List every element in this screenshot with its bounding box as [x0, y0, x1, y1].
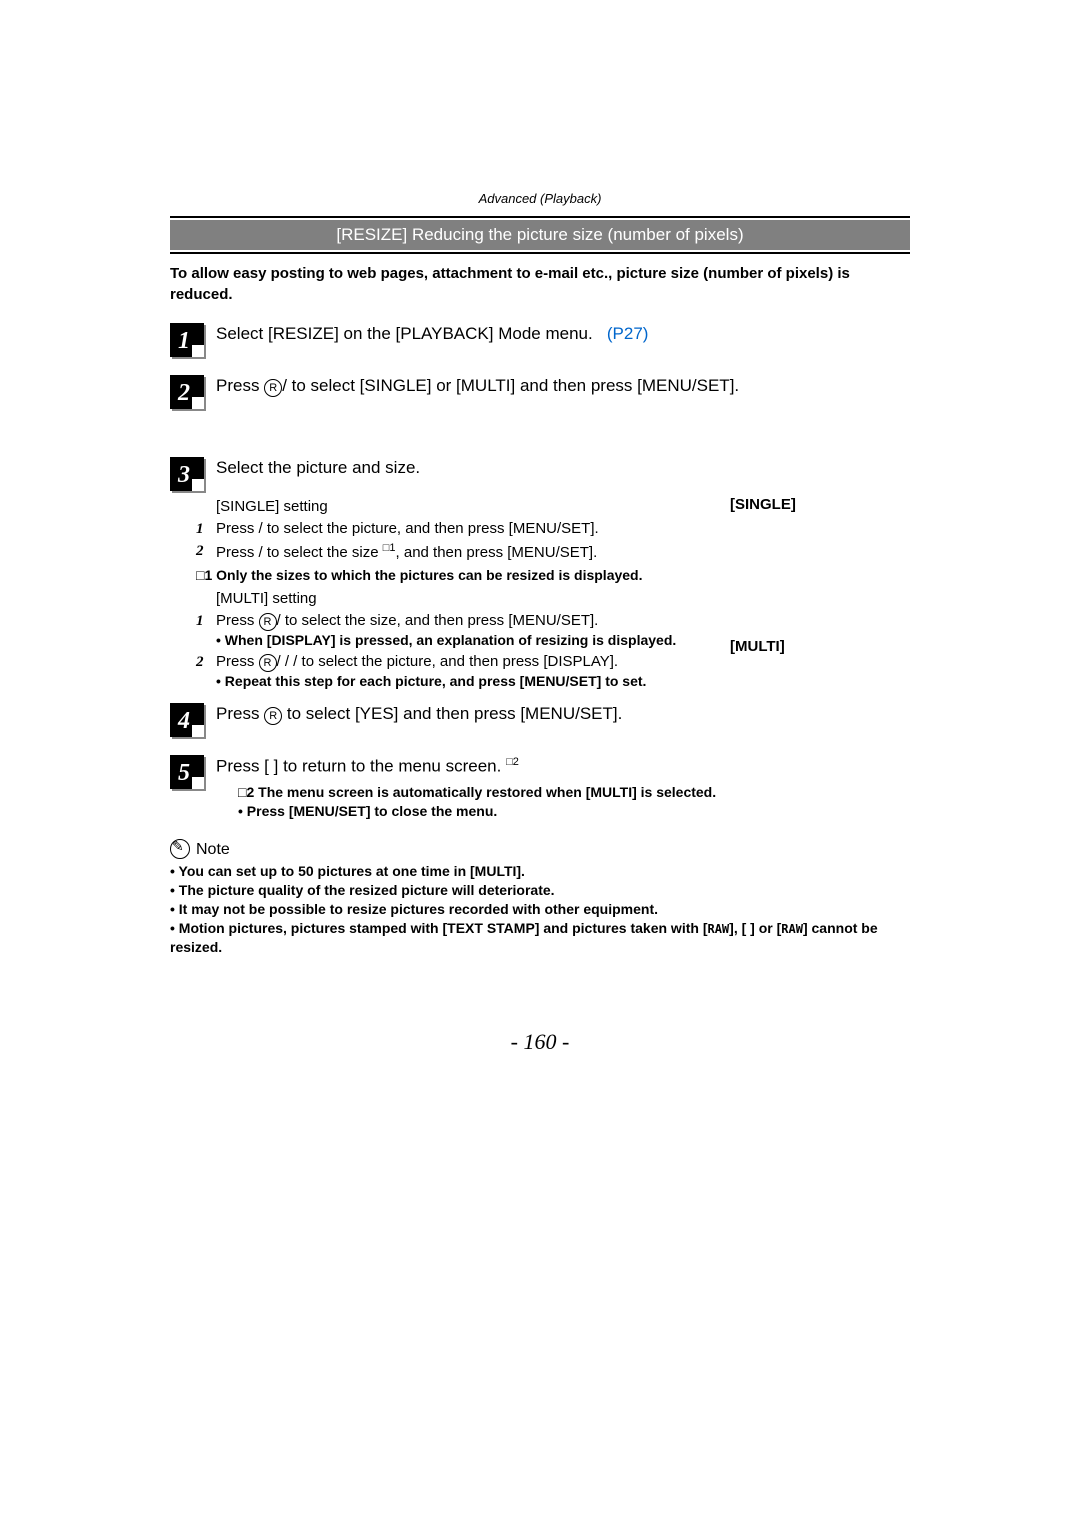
step-5: 5 Press [ ] to return to the menu screen… — [170, 755, 910, 820]
note-list: You can set up to 50 pictures at one tim… — [170, 862, 910, 956]
footnote-1: □1 Only the sizes to which the pictures … — [196, 566, 710, 585]
step-3: 3 Select the picture and size. — [170, 457, 910, 491]
step-3-head: Select the picture and size. — [216, 457, 910, 480]
page-number: - 160 - — [170, 1027, 910, 1057]
step-5-close-note: • Press [MENU/SET] to close the menu. — [238, 802, 910, 821]
title-bar-container: [RESIZE] Reducing the picture size (numb… — [170, 216, 910, 255]
step-2: 2 Press R/ to select [SINGLE] or [MULTI]… — [170, 375, 910, 409]
step-1-text: Select [RESIZE] on the [PLAYBACK] Mode m… — [216, 324, 593, 343]
multi-sub2-note: • Repeat this step for each picture, and… — [216, 672, 710, 691]
single-sub1: Press / to select the picture, and then … — [216, 519, 710, 539]
single-sub2: Press / to select the size □1, and then … — [216, 541, 710, 563]
r-button-icon: R — [259, 613, 277, 631]
multi-sub1: Press R/ to select the size, and then pr… — [216, 611, 710, 650]
substep-number: 1 — [196, 611, 216, 650]
step-number-icon: 4 — [170, 703, 204, 737]
raw-icon: RAW — [707, 922, 729, 936]
note-label: Note — [196, 839, 230, 861]
note-item: It may not be possible to resize picture… — [170, 900, 910, 919]
page-ref-link[interactable]: (P27) — [607, 324, 649, 343]
multi-heading-right: [MULTI] — [730, 637, 910, 657]
single-setting-label: [SINGLE] setting — [216, 497, 710, 517]
r-button-icon: R — [264, 707, 282, 725]
step-2-text-a: Press — [216, 376, 264, 395]
r-button-icon: R — [259, 654, 277, 672]
note-item: The picture quality of the resized pictu… — [170, 881, 910, 900]
footnote-ref-2: □2 — [506, 756, 519, 768]
step-4: 4 Press R to select [YES] and then press… — [170, 703, 910, 737]
step-number-icon: 1 — [170, 323, 204, 357]
footnote-ref: □1 — [383, 542, 396, 554]
step-1: 1 Select [RESIZE] on the [PLAYBACK] Mode… — [170, 323, 910, 357]
step-1-body: Select [RESIZE] on the [PLAYBACK] Mode m… — [216, 323, 910, 346]
intro-text: To allow easy posting to web pages, atta… — [170, 264, 910, 305]
substep-number: 2 — [196, 541, 216, 563]
step-4-body: Press R to select [YES] and then press [… — [216, 703, 910, 726]
r-button-icon: R — [264, 379, 282, 397]
multi-sub1-note: • When [DISPLAY] is pressed, an explanat… — [216, 631, 710, 650]
step-2-text-b: / to select [SINGLE] or [MULTI] and then… — [282, 376, 739, 395]
raw-icon: RAW — [781, 922, 803, 936]
note-item: Motion pictures, pictures stamped with [… — [170, 919, 910, 957]
multi-sub2: Press R/ / / to select the picture, and … — [216, 652, 710, 691]
step-number-icon: 2 — [170, 375, 204, 409]
note-icon — [170, 839, 190, 859]
breadcrumb: Advanced (Playback) — [170, 190, 910, 208]
step-number-icon: 5 — [170, 755, 204, 789]
step-number-icon: 3 — [170, 457, 204, 491]
step-2-body: Press R/ to select [SINGLE] or [MULTI] a… — [216, 375, 910, 398]
substep-number: 2 — [196, 652, 216, 691]
document-page: Advanced (Playback) [RESIZE] Reducing th… — [0, 0, 1080, 1526]
single-heading-right: [SINGLE] — [730, 495, 910, 515]
substep-number: 1 — [196, 519, 216, 539]
multi-setting-label: [MULTI] setting — [216, 589, 710, 609]
section-title: [RESIZE] Reducing the picture size (numb… — [170, 220, 910, 251]
step-5-body: Press [ ] to return to the menu screen. … — [216, 755, 910, 820]
footnote-2: □2 The menu screen is automatically rest… — [238, 783, 910, 802]
note-header: Note — [170, 839, 910, 861]
note-item: You can set up to 50 pictures at one tim… — [170, 862, 910, 881]
